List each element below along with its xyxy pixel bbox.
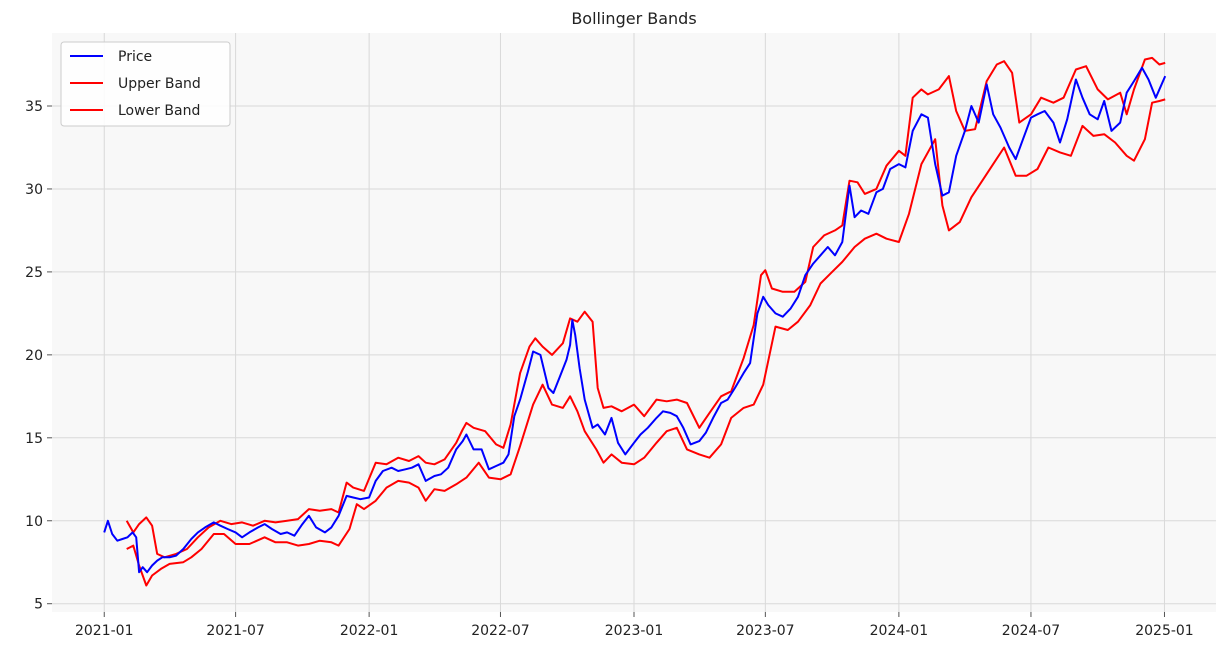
x-tick-label: 2023-01 (605, 623, 664, 639)
x-tick-label: 2024-01 (870, 623, 929, 639)
x-tick-label: 2023-07 (736, 623, 795, 639)
y-tick-label: 5 (34, 597, 43, 613)
legend-label-lower-band: Lower Band (118, 103, 200, 119)
x-tick-label: 2022-07 (471, 623, 530, 639)
series-lines (103, 56, 1167, 587)
y-tick-label: 25 (25, 265, 43, 281)
x-tick-label: 2024-07 (1002, 623, 1061, 639)
y-tick-label: 35 (25, 99, 43, 115)
grid-lines (52, 33, 1216, 612)
series-line-lower-band (126, 98, 1166, 587)
y-tick-label: 20 (25, 348, 43, 364)
y-axis: 5 10 15 20 25 30 35 (25, 99, 52, 613)
x-tick-label: 2021-01 (75, 623, 134, 639)
y-tick-label: 30 (25, 182, 43, 198)
legend: Price Upper Band Lower Band (60, 41, 231, 127)
y-tick-label: 15 (25, 431, 43, 447)
y-tick-label: 10 (25, 514, 43, 530)
x-tick-label: 2025-01 (1135, 623, 1194, 639)
legend-label-upper-band: Upper Band (118, 76, 201, 92)
series-line-price (103, 66, 1167, 574)
legend-label-price: Price (118, 49, 152, 65)
x-axis: 2021-01 2021-07 2022-01 2022-07 2023-01 2023-… (75, 612, 1194, 639)
chart-title: Bollinger Bands (571, 9, 696, 28)
series-line-upper-band (125, 56, 1166, 559)
legend-box (60, 41, 231, 127)
x-tick-label: 2021-07 (206, 623, 265, 639)
x-tick-label: 2022-01 (340, 623, 399, 639)
